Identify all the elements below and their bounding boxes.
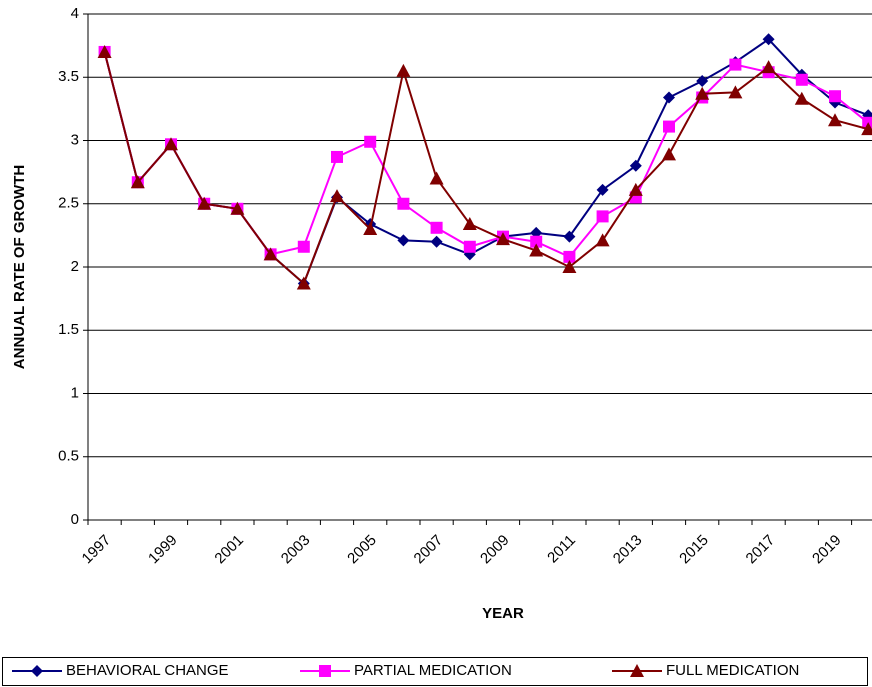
marker <box>430 221 443 234</box>
series-line <box>103 51 869 259</box>
marker <box>662 147 676 161</box>
marker <box>663 91 675 104</box>
y-tick-label: 0 <box>71 511 79 528</box>
marker <box>297 240 310 253</box>
y-tick-label: 3.5 <box>58 68 79 85</box>
y-tick-label: 0.5 <box>58 448 79 465</box>
marker <box>696 75 709 88</box>
marker <box>861 122 872 136</box>
marker <box>563 230 576 243</box>
x-tick-label: 2019 <box>809 532 845 568</box>
marker <box>762 33 775 46</box>
marker <box>396 63 411 77</box>
marker <box>695 86 710 100</box>
marker <box>429 171 444 185</box>
marker <box>628 182 643 196</box>
x-axis-title: YEAR <box>482 605 524 622</box>
x-tick-label: 2009 <box>477 532 513 568</box>
marker <box>363 222 378 236</box>
marker <box>463 240 476 253</box>
marker <box>530 235 543 248</box>
marker <box>729 58 742 71</box>
marker <box>630 664 644 677</box>
marker <box>397 197 410 210</box>
marker <box>230 201 245 215</box>
legend-label: BEHAVIORAL CHANGE <box>66 662 229 679</box>
marker <box>263 247 278 261</box>
marker <box>828 113 842 127</box>
legend-label: FULL MEDICATION <box>666 662 799 679</box>
marker <box>296 276 311 290</box>
marker <box>596 210 609 223</box>
marker <box>331 150 343 163</box>
marker <box>794 91 809 105</box>
marker <box>496 232 510 246</box>
x-tick-label: 2007 <box>411 532 447 568</box>
marker <box>529 243 544 257</box>
marker <box>97 44 112 58</box>
x-tick-label: 2015 <box>676 532 712 568</box>
x-tick-label: 2013 <box>610 532 646 568</box>
marker <box>795 73 808 86</box>
marker <box>462 216 477 230</box>
legend-box <box>2 657 868 686</box>
marker <box>330 189 344 203</box>
x-tick-label: 2001 <box>211 532 247 568</box>
marker <box>197 196 212 210</box>
marker <box>862 116 872 129</box>
marker <box>364 135 377 148</box>
marker <box>164 137 178 151</box>
x-tick-label: 1997 <box>79 532 115 568</box>
x-tick-label: 1999 <box>145 532 181 568</box>
marker <box>319 665 331 677</box>
legend-label: PARTIAL MEDICATION <box>354 662 512 679</box>
marker <box>562 260 577 273</box>
marker <box>563 250 576 263</box>
x-tick-label: 2003 <box>278 532 314 568</box>
y-tick-label: 2 <box>71 258 79 275</box>
x-tick-label: 2011 <box>544 532 579 567</box>
marker <box>596 183 609 196</box>
marker <box>595 233 610 247</box>
y-tick-label: 2.5 <box>58 195 79 212</box>
marker <box>829 90 841 103</box>
x-tick-label: 2005 <box>344 532 380 568</box>
marker <box>397 234 410 247</box>
y-tick-label: 3 <box>71 131 79 148</box>
marker <box>130 175 145 189</box>
x-tick-label: 2017 <box>743 532 779 568</box>
series-line <box>103 51 869 286</box>
marker <box>629 159 642 172</box>
marker <box>31 665 43 677</box>
y-axis-title: ANNUAL RATE OF GROWTH <box>11 165 28 369</box>
marker <box>728 85 743 99</box>
y-tick-label: 1 <box>71 384 79 401</box>
y-tick-label: 1.5 <box>58 321 79 338</box>
y-tick-label: 4 <box>71 5 79 22</box>
marker <box>663 120 675 133</box>
marker <box>430 235 443 248</box>
marker <box>761 60 776 74</box>
series-line <box>103 37 869 286</box>
